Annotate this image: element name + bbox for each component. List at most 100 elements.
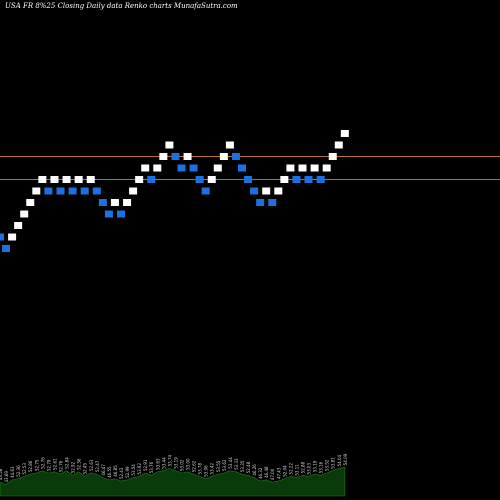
volume-label: 52.47 xyxy=(95,460,100,472)
renko-brick xyxy=(238,164,246,172)
renko-brick xyxy=(62,176,71,183)
renko-brick xyxy=(26,199,35,206)
renko-brick xyxy=(292,176,301,183)
volume-label: 53.92 xyxy=(137,463,142,475)
volume-label: 46.85 xyxy=(113,465,118,477)
volume-label: 53.78 xyxy=(198,463,203,475)
renko-brick xyxy=(310,164,319,172)
volume-label: 52.76 xyxy=(40,457,45,469)
renko-brick xyxy=(74,176,83,183)
volume-label: 53.42 xyxy=(210,463,215,475)
renko-brick xyxy=(135,176,144,183)
renko-brick xyxy=(86,176,95,183)
volume-label: 52.92 xyxy=(71,461,76,473)
renko-brick xyxy=(207,176,216,183)
renko-brick xyxy=(159,153,168,160)
volume-label: 52.22 xyxy=(288,463,293,475)
renko-brick xyxy=(225,141,234,149)
renko-brick xyxy=(104,210,113,218)
volume-label: 43.58 xyxy=(0,468,3,480)
renko-brick xyxy=(32,187,41,195)
volume-label: 52.48 xyxy=(246,461,251,473)
renko-brick xyxy=(183,153,192,160)
volume-label: 53.19 xyxy=(173,457,178,469)
renko-brick xyxy=(340,130,349,137)
volume-label: 53.55 xyxy=(216,460,221,472)
renko-bricks xyxy=(0,130,349,252)
volume-label: 52.75 xyxy=(34,459,39,471)
renko-brick xyxy=(2,245,11,252)
volume-label: 53.03 xyxy=(307,463,312,475)
volume-label: 53.16 xyxy=(319,461,324,473)
renko-brick xyxy=(129,187,138,195)
volume-label: 53.76 xyxy=(149,461,154,473)
renko-brick xyxy=(274,187,283,195)
renko-brick xyxy=(50,176,59,183)
volume-label: 52.56 xyxy=(77,458,82,470)
volume-label: 52.86 xyxy=(28,460,33,472)
renko-brick xyxy=(195,176,204,183)
volume-label: 54.04 xyxy=(337,454,342,466)
renko-brick xyxy=(165,141,174,149)
renko-brick xyxy=(262,187,271,195)
renko-brick xyxy=(189,164,198,172)
renko-brick xyxy=(244,176,253,183)
renko-brick xyxy=(98,199,107,206)
renko-brick xyxy=(298,164,307,172)
volume-label: 53.74 xyxy=(167,454,172,466)
renko-brick xyxy=(68,187,77,195)
volume-label: 52.53 xyxy=(22,463,27,475)
volume-label: 52.45 xyxy=(83,463,88,475)
volume-label: 46.47 xyxy=(101,464,106,476)
volume-label: 53.62 xyxy=(222,459,227,471)
volume-label: 53.54 xyxy=(131,464,136,476)
volume-label: 53.44 xyxy=(161,457,166,469)
renko-brick xyxy=(177,164,186,172)
renko-brick xyxy=(231,153,240,160)
volume-label: 46.32 xyxy=(258,467,263,479)
renko-brick xyxy=(110,199,119,206)
renko-brick xyxy=(268,199,277,206)
renko-brick xyxy=(219,153,228,160)
volume-label: 44.63 xyxy=(10,466,15,478)
renko-brick xyxy=(171,153,180,160)
renko-brick xyxy=(213,164,222,172)
renko-brick xyxy=(322,164,331,172)
renko-brick xyxy=(304,176,313,183)
volume-label: 52.62 xyxy=(192,460,197,472)
volume-label: 52.61 xyxy=(52,458,57,470)
volume-label: 52.84 xyxy=(65,457,70,469)
renko-brick xyxy=(334,141,343,149)
volume-label: 53.33 xyxy=(234,458,239,470)
renko-brick xyxy=(141,164,150,172)
volume-label: 52.04 xyxy=(282,465,287,477)
volume-label: 53.02 xyxy=(180,459,185,471)
volume-area xyxy=(0,466,346,497)
volume-labels: 43.58 43.69 44.63 52.36 52.53 52.86 52.75 52.76… xyxy=(0,453,348,482)
renko-brick xyxy=(92,187,101,195)
volume-label: 47.43 xyxy=(276,467,281,479)
renko-brick xyxy=(56,187,65,195)
renko-brick xyxy=(38,176,47,183)
chart-title: USA FR 8%25 Closing Daily data Renko cha… xyxy=(5,2,238,10)
volume-label: 52.79 xyxy=(46,459,51,471)
volume-label: 53.44 xyxy=(228,457,233,469)
renko-brick xyxy=(280,176,289,183)
renko-brick xyxy=(123,199,132,206)
volume-label: 47.00 xyxy=(270,468,275,480)
volume-label: 53.35 xyxy=(240,460,245,472)
renko-brick xyxy=(20,210,29,218)
renko-brick xyxy=(14,222,23,229)
volume-label: 52.36 xyxy=(16,465,21,477)
renko-brick xyxy=(201,187,210,195)
renko-brick xyxy=(147,176,156,183)
volume-label: 46.48 xyxy=(264,466,269,478)
volume-label: 53.06 xyxy=(204,465,209,477)
volume-label: 53.11 xyxy=(294,464,299,476)
volume-label: 52.99 xyxy=(125,466,130,478)
renko-brick xyxy=(286,164,295,172)
renko-brick xyxy=(44,187,53,195)
volume-label: 52.91 xyxy=(143,459,148,471)
volume-label: 46.26 xyxy=(252,464,257,476)
